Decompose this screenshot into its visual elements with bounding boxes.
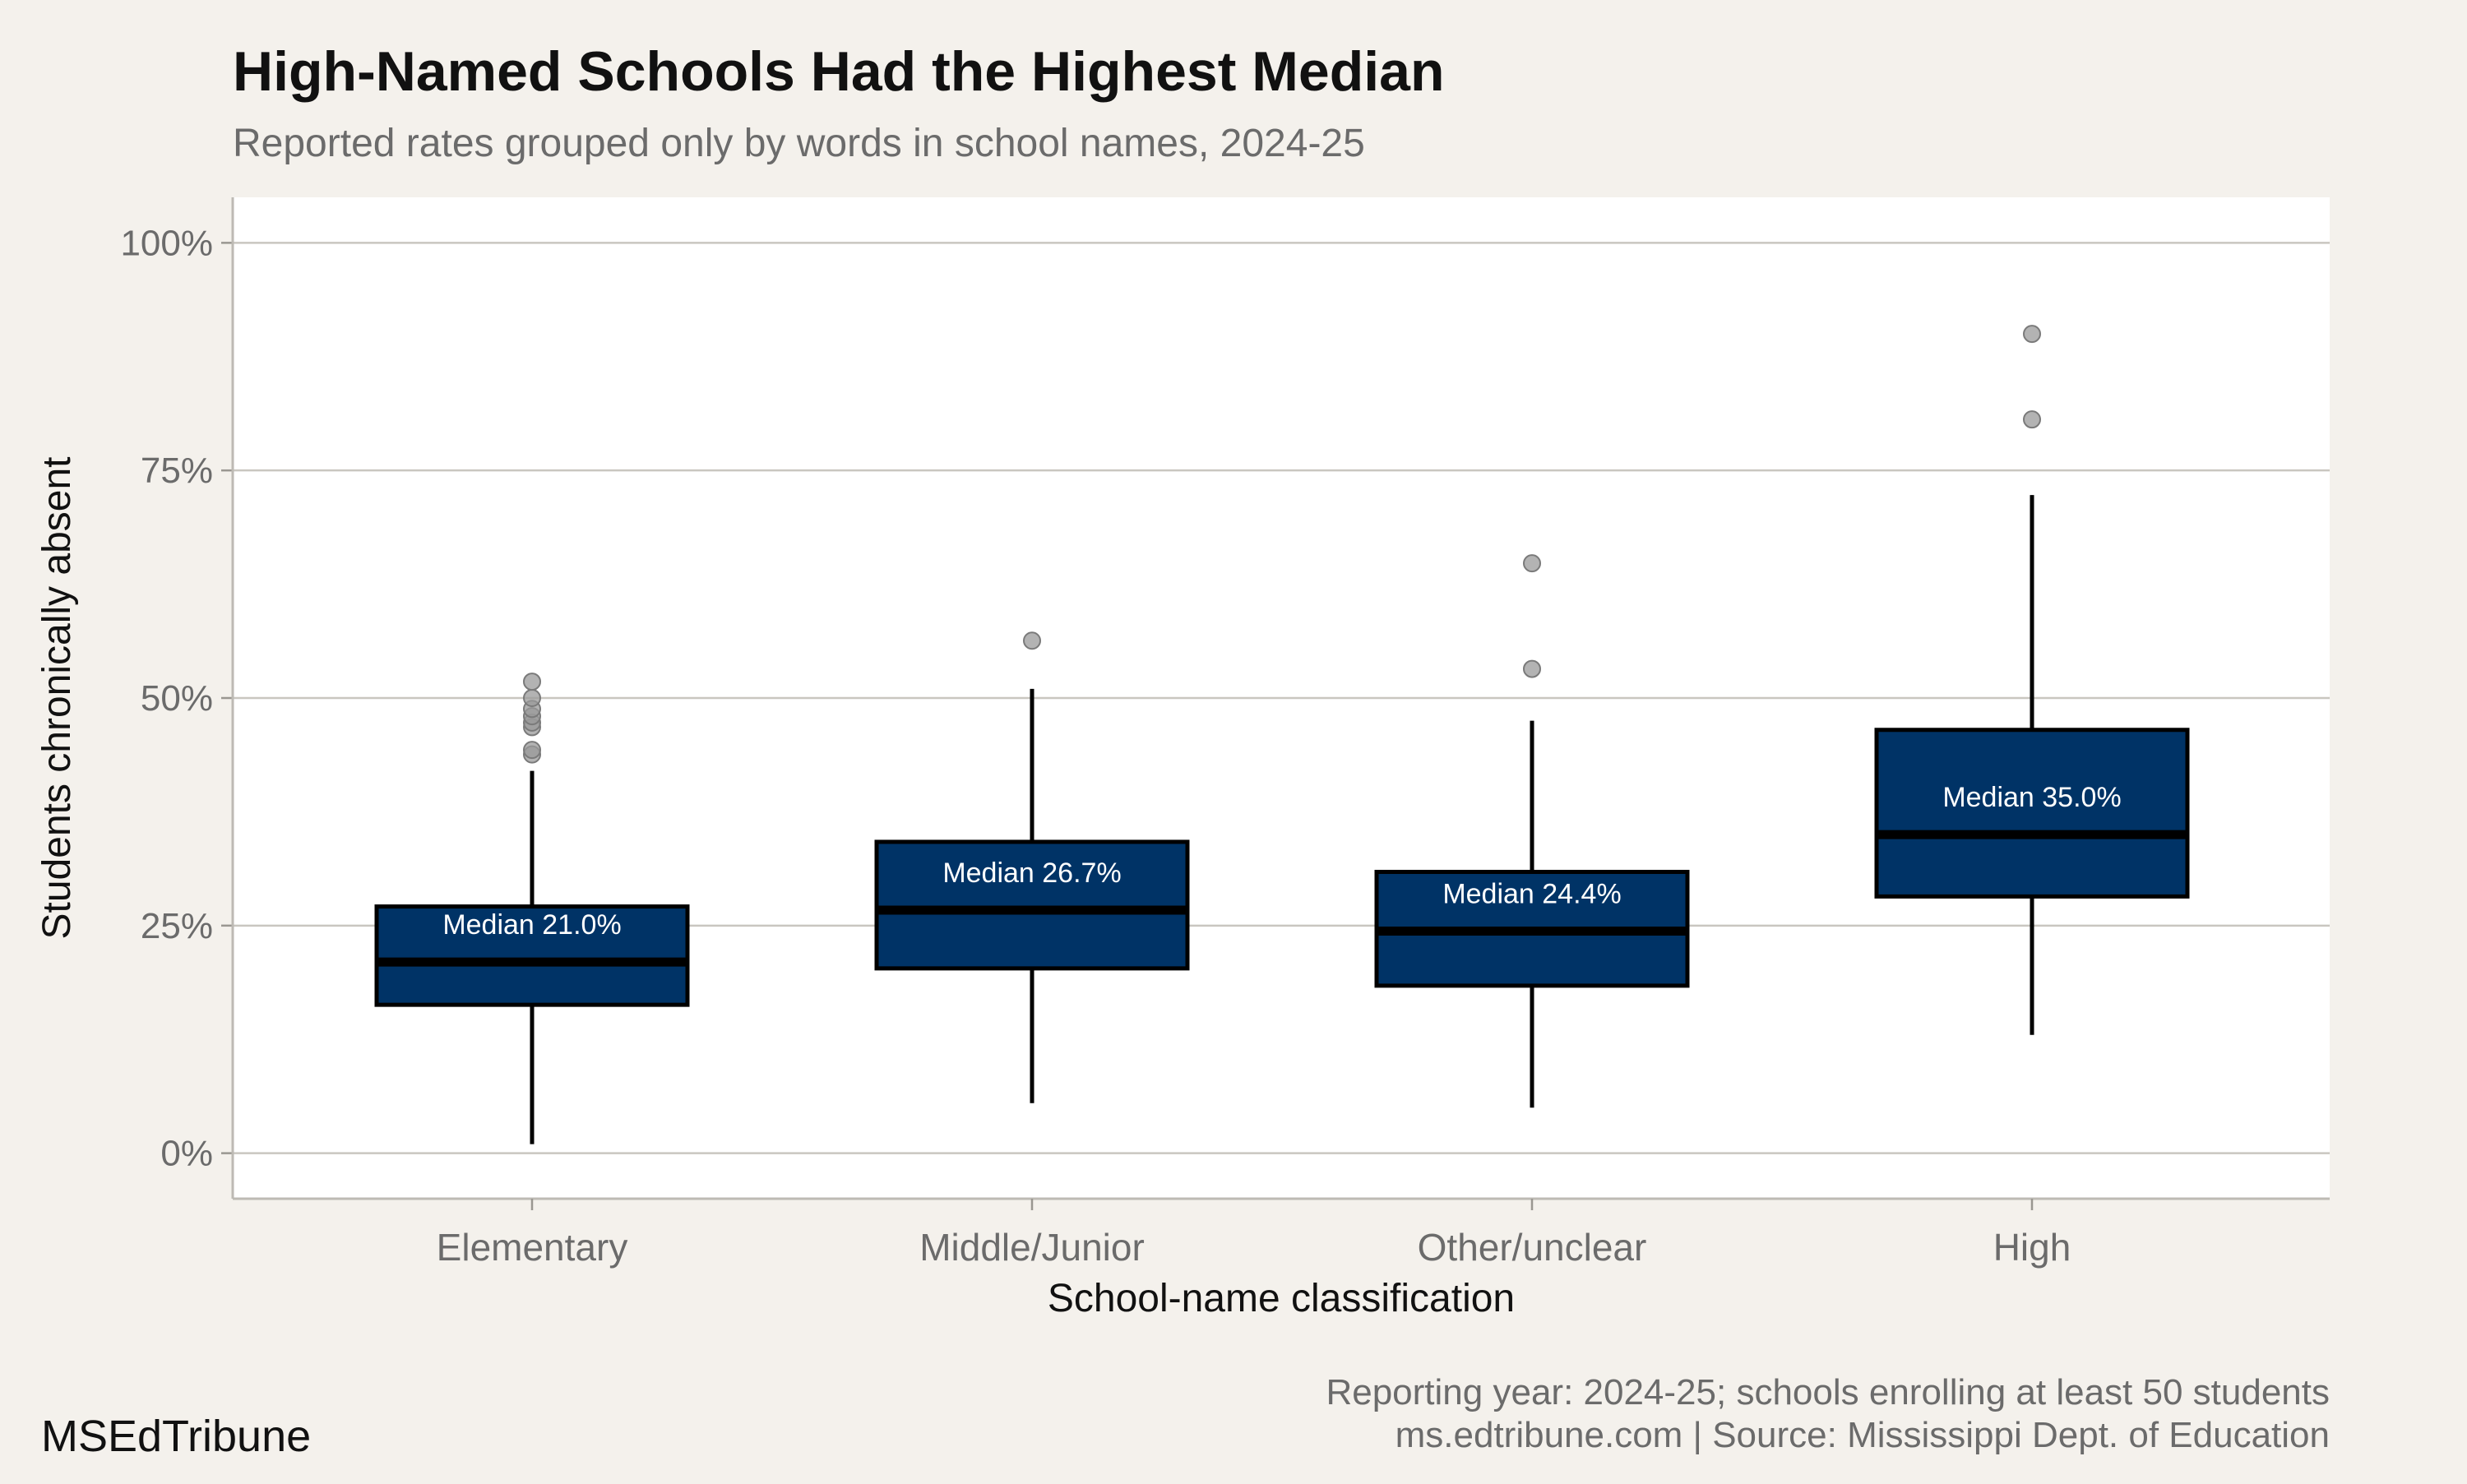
box-group-1: Median 26.7% bbox=[874, 631, 1190, 1103]
outlier-point-0-1 bbox=[523, 741, 541, 760]
box-group-0: Median 21.0% bbox=[374, 673, 690, 1144]
box-group-2: Median 24.4% bbox=[1374, 554, 1690, 1108]
y-tick-label-75: 75% bbox=[141, 451, 213, 491]
y-tick-label-100: 100% bbox=[120, 223, 213, 263]
y-tick-label-50: 50% bbox=[141, 678, 213, 719]
x-axis-ticks: Elementary Middle/Junior Other/unclear High bbox=[437, 1199, 2071, 1269]
median-label-2: Median 24.4% bbox=[1442, 878, 1621, 909]
x-axis-title: School-name classification bbox=[1048, 1277, 1515, 1320]
box-group-3: Median 35.0% bbox=[1874, 325, 2190, 1035]
outlier-point-3-0 bbox=[2023, 410, 2041, 429]
outlier-point-2-1 bbox=[1523, 554, 1541, 573]
caption-line-2: ms.edtribune.com | Source: Mississippi D… bbox=[1395, 1415, 2330, 1455]
median-label-3: Median 35.0% bbox=[1942, 782, 2121, 813]
x-tick-label-0: Elementary bbox=[437, 1226, 628, 1269]
chart-title: High-Named Schools Had the Highest Media… bbox=[233, 40, 1445, 103]
y-tick-label-0: 0% bbox=[160, 1134, 213, 1174]
chart-subtitle: Reported rates grouped only by words in … bbox=[233, 122, 1365, 165]
x-tick-label-3: High bbox=[1993, 1226, 2071, 1269]
brand-logo-text: MSEdTribune bbox=[41, 1412, 311, 1461]
outlier-point-0-6 bbox=[523, 689, 541, 707]
x-tick-label-1: Middle/Junior bbox=[919, 1226, 1145, 1269]
y-axis-ticks: 0% 25% 50% 75% 100% bbox=[120, 223, 233, 1174]
box-iqr-0 bbox=[374, 904, 690, 1007]
caption-line-1: Reporting year: 2024-25; schools enrolli… bbox=[1326, 1372, 2330, 1412]
outlier-point-1-0 bbox=[1023, 631, 1041, 650]
box-iqr-3 bbox=[1874, 728, 2190, 899]
median-label-1: Median 26.7% bbox=[942, 858, 1121, 889]
y-tick-label-25: 25% bbox=[141, 906, 213, 946]
boxes: Median 21.0% Median 26.7% Median 24.4% Medi… bbox=[374, 325, 2190, 1144]
outlier-point-3-1 bbox=[2023, 325, 2041, 344]
x-tick-label-2: Other/unclear bbox=[1418, 1226, 1647, 1269]
y-axis-title: Students chronically absent bbox=[35, 456, 79, 939]
outlier-point-2-0 bbox=[1523, 659, 1541, 678]
median-label-0: Median 21.0% bbox=[442, 909, 621, 941]
outlier-point-0-7 bbox=[523, 673, 541, 691]
box-iqr-1 bbox=[874, 839, 1190, 971]
